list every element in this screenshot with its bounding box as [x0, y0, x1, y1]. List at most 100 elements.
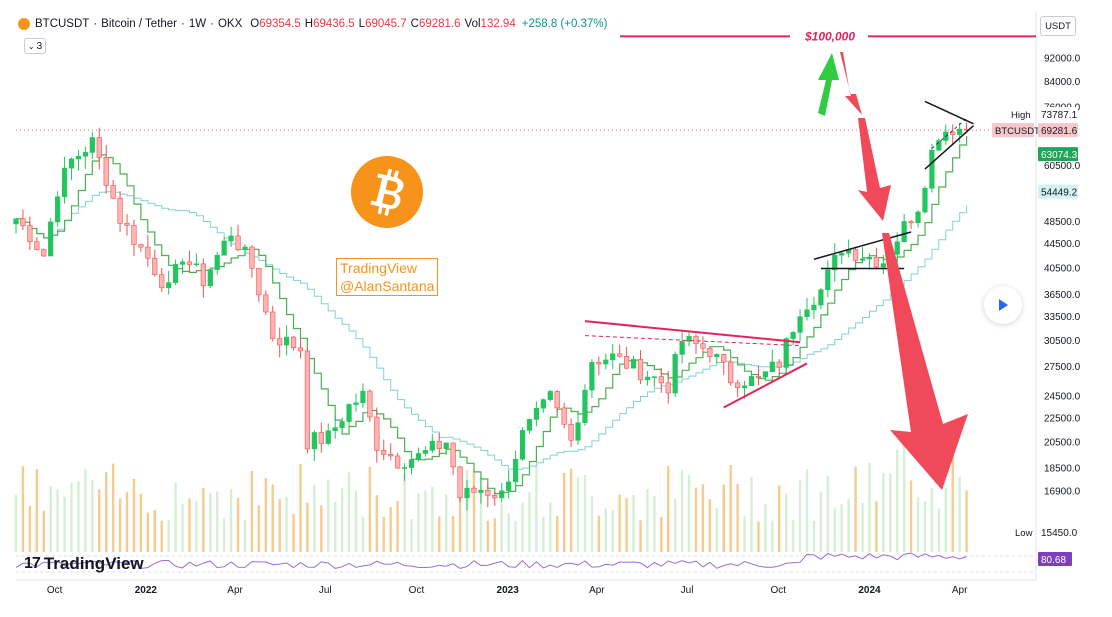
volume-bar — [382, 516, 385, 552]
candle-body — [193, 263, 200, 266]
volume-bar — [673, 498, 677, 552]
candle-body — [450, 442, 456, 468]
volume-bar — [604, 508, 607, 552]
candle-body — [27, 225, 33, 243]
watermark-line2: @AlanSantana — [340, 278, 435, 294]
candle-body — [658, 376, 664, 384]
candle-body — [110, 185, 116, 199]
volume-bar — [347, 472, 351, 552]
candle-body — [929, 149, 935, 189]
candle-body — [131, 225, 137, 245]
candle-body — [478, 489, 484, 493]
candle-body — [506, 481, 512, 492]
candle-body — [367, 390, 373, 418]
volume-bar — [521, 502, 524, 552]
volume-bar — [764, 504, 767, 552]
scroll-to-realtime-button[interactable] — [984, 286, 1022, 324]
open-value: 69354.5 — [259, 18, 301, 30]
volume-bar — [528, 492, 531, 552]
volume-bar — [479, 476, 483, 552]
candle-body — [755, 376, 762, 378]
red-down-arrow-1-icon — [840, 52, 862, 115]
candle-body — [103, 157, 109, 186]
time-tick-label: Jul — [319, 585, 332, 596]
candle-body — [540, 399, 546, 409]
volume-bar — [320, 505, 323, 552]
symbol[interactable]: BTCUSDT — [35, 18, 90, 30]
volume-bar — [472, 471, 476, 552]
volume-bar — [916, 497, 920, 552]
volume-bar — [750, 477, 753, 552]
high-label-bg — [1008, 107, 1034, 122]
volume-bar — [646, 489, 649, 552]
volume-bar — [174, 482, 177, 552]
candle-body — [422, 450, 428, 454]
volume-bar — [576, 477, 580, 552]
volume-bar — [264, 478, 267, 552]
drawings: $100,000 — [16, 29, 1036, 490]
price-tick-label: 30500.0 — [1044, 336, 1081, 347]
exchange: OKX — [217, 18, 243, 30]
candle-body — [707, 347, 713, 358]
candle-body — [512, 458, 519, 483]
volume-bar — [202, 487, 205, 552]
candle-body — [13, 218, 19, 225]
volume-bar — [465, 469, 469, 552]
indicators-toggle-button[interactable]: ⌄ 3 — [24, 38, 46, 54]
volume-bar — [833, 508, 836, 552]
pennant-bottom-line — [924, 125, 975, 170]
candle-body — [908, 221, 914, 224]
candle-body — [242, 246, 248, 251]
volume-bar — [597, 515, 601, 552]
author-watermark: TradingView @AlanSantana — [336, 258, 438, 296]
candle-body — [811, 304, 817, 311]
volume-bar — [49, 485, 52, 552]
volume-bar — [167, 519, 170, 552]
candle-body — [75, 155, 82, 160]
candle-body — [207, 269, 213, 287]
volume-bar — [444, 494, 448, 552]
volume-bar — [715, 507, 719, 552]
volume-bar — [146, 512, 150, 552]
volume-bar — [708, 499, 712, 552]
volume-bar — [826, 475, 830, 552]
high-value: 73787.1 — [1041, 110, 1078, 121]
candle-body — [41, 249, 47, 257]
interval[interactable]: 1W — [188, 18, 207, 30]
low-value-bg — [1038, 525, 1078, 539]
close-label: C — [410, 18, 419, 30]
price-tick-label: 18500.0 — [1044, 463, 1081, 474]
price-tick-label: 20500.0 — [1044, 437, 1081, 448]
volume-bar — [229, 488, 233, 552]
price-tick-label: 16900.0 — [1044, 487, 1081, 498]
candle-body — [804, 309, 810, 317]
candle-body — [748, 376, 755, 387]
candle-body — [533, 407, 539, 420]
low-label: Low — [1015, 528, 1033, 539]
volume-bar — [569, 468, 573, 552]
candle-body — [957, 128, 963, 135]
candle-body — [89, 137, 95, 153]
candle-body — [776, 361, 782, 368]
candle-body — [617, 353, 623, 357]
volume-bar — [368, 466, 372, 552]
currency-button[interactable]: USDT — [1040, 16, 1076, 36]
volume-bar — [687, 474, 691, 552]
volume-bar — [784, 493, 788, 552]
volume-bar — [743, 516, 746, 552]
chart-header: BTCUSDT · Bitcoin / Tether · 1W · OKX O … — [18, 15, 607, 33]
volume-bar — [632, 494, 635, 552]
volume-bar — [70, 482, 73, 552]
resistance-line — [584, 320, 801, 344]
candle-body — [568, 423, 574, 441]
volume-bar — [271, 484, 274, 552]
price-tick-label: 24500.0 — [1044, 392, 1081, 403]
candle-body — [297, 347, 304, 352]
volume-bar — [28, 505, 32, 552]
candle-body — [332, 427, 338, 432]
candle-body — [526, 419, 533, 431]
candle-body — [582, 389, 588, 424]
